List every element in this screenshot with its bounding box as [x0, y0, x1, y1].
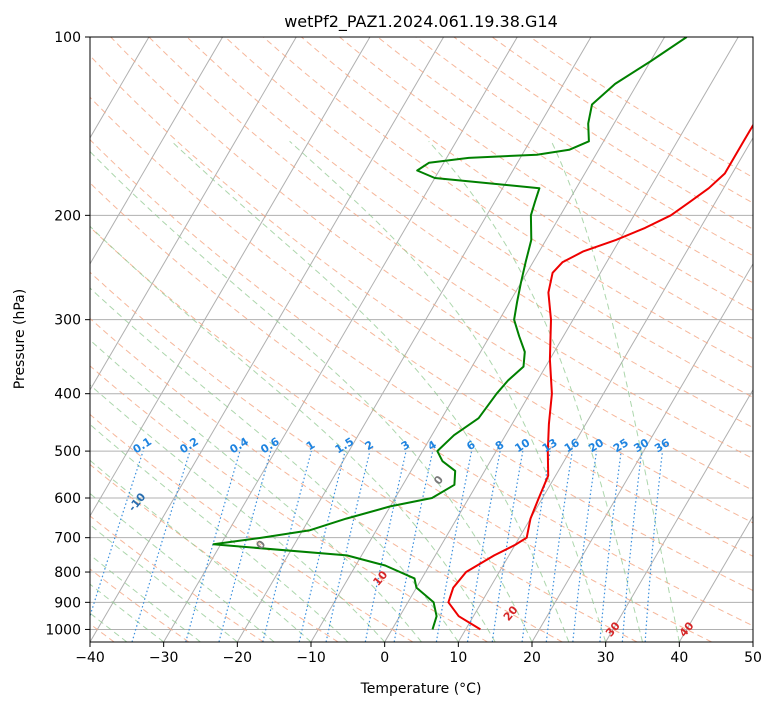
mixing-ratio-line	[218, 450, 272, 642]
x-tick-label: 30	[597, 650, 615, 666]
isotherm-line	[310, 37, 666, 642]
isotherm-line	[90, 37, 371, 517]
moist-adiabat-line	[550, 141, 680, 642]
y-tick-label: 600	[54, 491, 81, 507]
background-lines	[90, 37, 753, 642]
y-tick-label: 200	[54, 208, 81, 224]
x-tick-label: 20	[523, 650, 541, 666]
dry-adiabat-line	[90, 271, 638, 642]
mixing-ratio-line	[185, 450, 241, 642]
x-tick-label: 50	[744, 650, 762, 666]
dry-adiabat-line	[90, 226, 712, 642]
isotherm-line	[163, 37, 518, 642]
sounding-curves	[212, 37, 753, 631]
dry-adiabat-line	[90, 54, 753, 524]
x-tick-label: 0	[380, 650, 389, 666]
moist-adiabat-line	[90, 423, 349, 642]
moist-adiabat-line	[90, 287, 459, 642]
moist-adiabat-line	[171, 140, 570, 642]
y-tick-label: 1000	[45, 622, 81, 638]
y-tick-label: 900	[54, 595, 81, 611]
y-axis-title: Pressure (hPa)	[12, 289, 28, 389]
temperature-line	[447, 123, 753, 631]
plot-frame	[89, 36, 754, 643]
dry-adiabat-line	[186, 37, 753, 429]
dry-adiabat-line	[300, 37, 753, 340]
mixing-ratio-line	[131, 450, 191, 642]
isotherm-line	[90, 37, 224, 265]
y-tick-label: 500	[54, 444, 81, 460]
mixing-ratio-line	[545, 451, 573, 642]
y-tick-label: 800	[54, 565, 81, 581]
mixing-ratio-line	[298, 450, 346, 642]
moist-adiabat-line	[90, 554, 201, 642]
x-tick-label: −10	[296, 650, 326, 666]
axis-ticks: −40 −30 −20 −10 0 10 20 30 40 50 100 200 300 400 500 60…	[45, 30, 762, 666]
moist-adiabat-line	[90, 492, 275, 642]
dry-adiabat-line	[90, 96, 753, 557]
mixing-ratio-line	[621, 451, 643, 642]
y-tick-label: 300	[54, 313, 81, 329]
moist-adiabat-line	[90, 524, 238, 642]
isotherm-line	[531, 262, 753, 642]
mixing-ratio-line	[364, 450, 407, 642]
mixing-ratio-line	[644, 451, 664, 642]
dry-adiabat-line	[110, 37, 753, 491]
isotherm-line	[90, 37, 445, 642]
x-tick-label: −30	[149, 650, 179, 666]
mixing-ratio-line	[599, 451, 622, 642]
y-tick-label: 400	[54, 387, 81, 403]
mixing-ratio-line	[521, 450, 551, 642]
x-tick-label: −40	[75, 650, 105, 666]
moist-adiabat-line	[90, 583, 164, 642]
mixing-ratio-line	[572, 451, 598, 642]
mixing-ratio-line	[491, 450, 524, 642]
chart-title: wetPf2_PAZ1.2024.061.19.38.G14	[284, 12, 558, 32]
mixing-ratio-line	[262, 450, 312, 642]
dry-adiabat-line	[338, 37, 753, 312]
y-tick-label: 700	[54, 531, 81, 547]
y-tick-label: 100	[54, 30, 81, 46]
dry-adiabat-line	[224, 37, 753, 398]
x-tick-label: −20	[223, 650, 253, 666]
moist-adiabat-line	[90, 339, 422, 642]
mixing-ratio-line	[325, 450, 371, 642]
moist-adiabat-line	[289, 140, 607, 642]
x-tick-label: 10	[449, 650, 467, 666]
moist-adiabat-line	[90, 459, 312, 642]
moist-adiabat-line	[90, 225, 496, 642]
isotherm-line	[678, 514, 753, 642]
x-axis-title: Temperature (°C)	[360, 681, 482, 697]
isotherm-line	[384, 37, 739, 642]
isotherm-line	[457, 136, 753, 642]
moist-adiabat-line	[90, 150, 533, 642]
dry-adiabat-line	[90, 365, 488, 642]
dewpoint-line	[212, 37, 688, 630]
isotherm-line	[605, 388, 753, 642]
dry-adiabat-line	[90, 568, 190, 642]
moist-adiabat-line	[428, 140, 643, 642]
isotherm-line	[90, 37, 150, 139]
isotherm-line	[90, 37, 297, 391]
x-tick-label: 40	[670, 650, 688, 666]
